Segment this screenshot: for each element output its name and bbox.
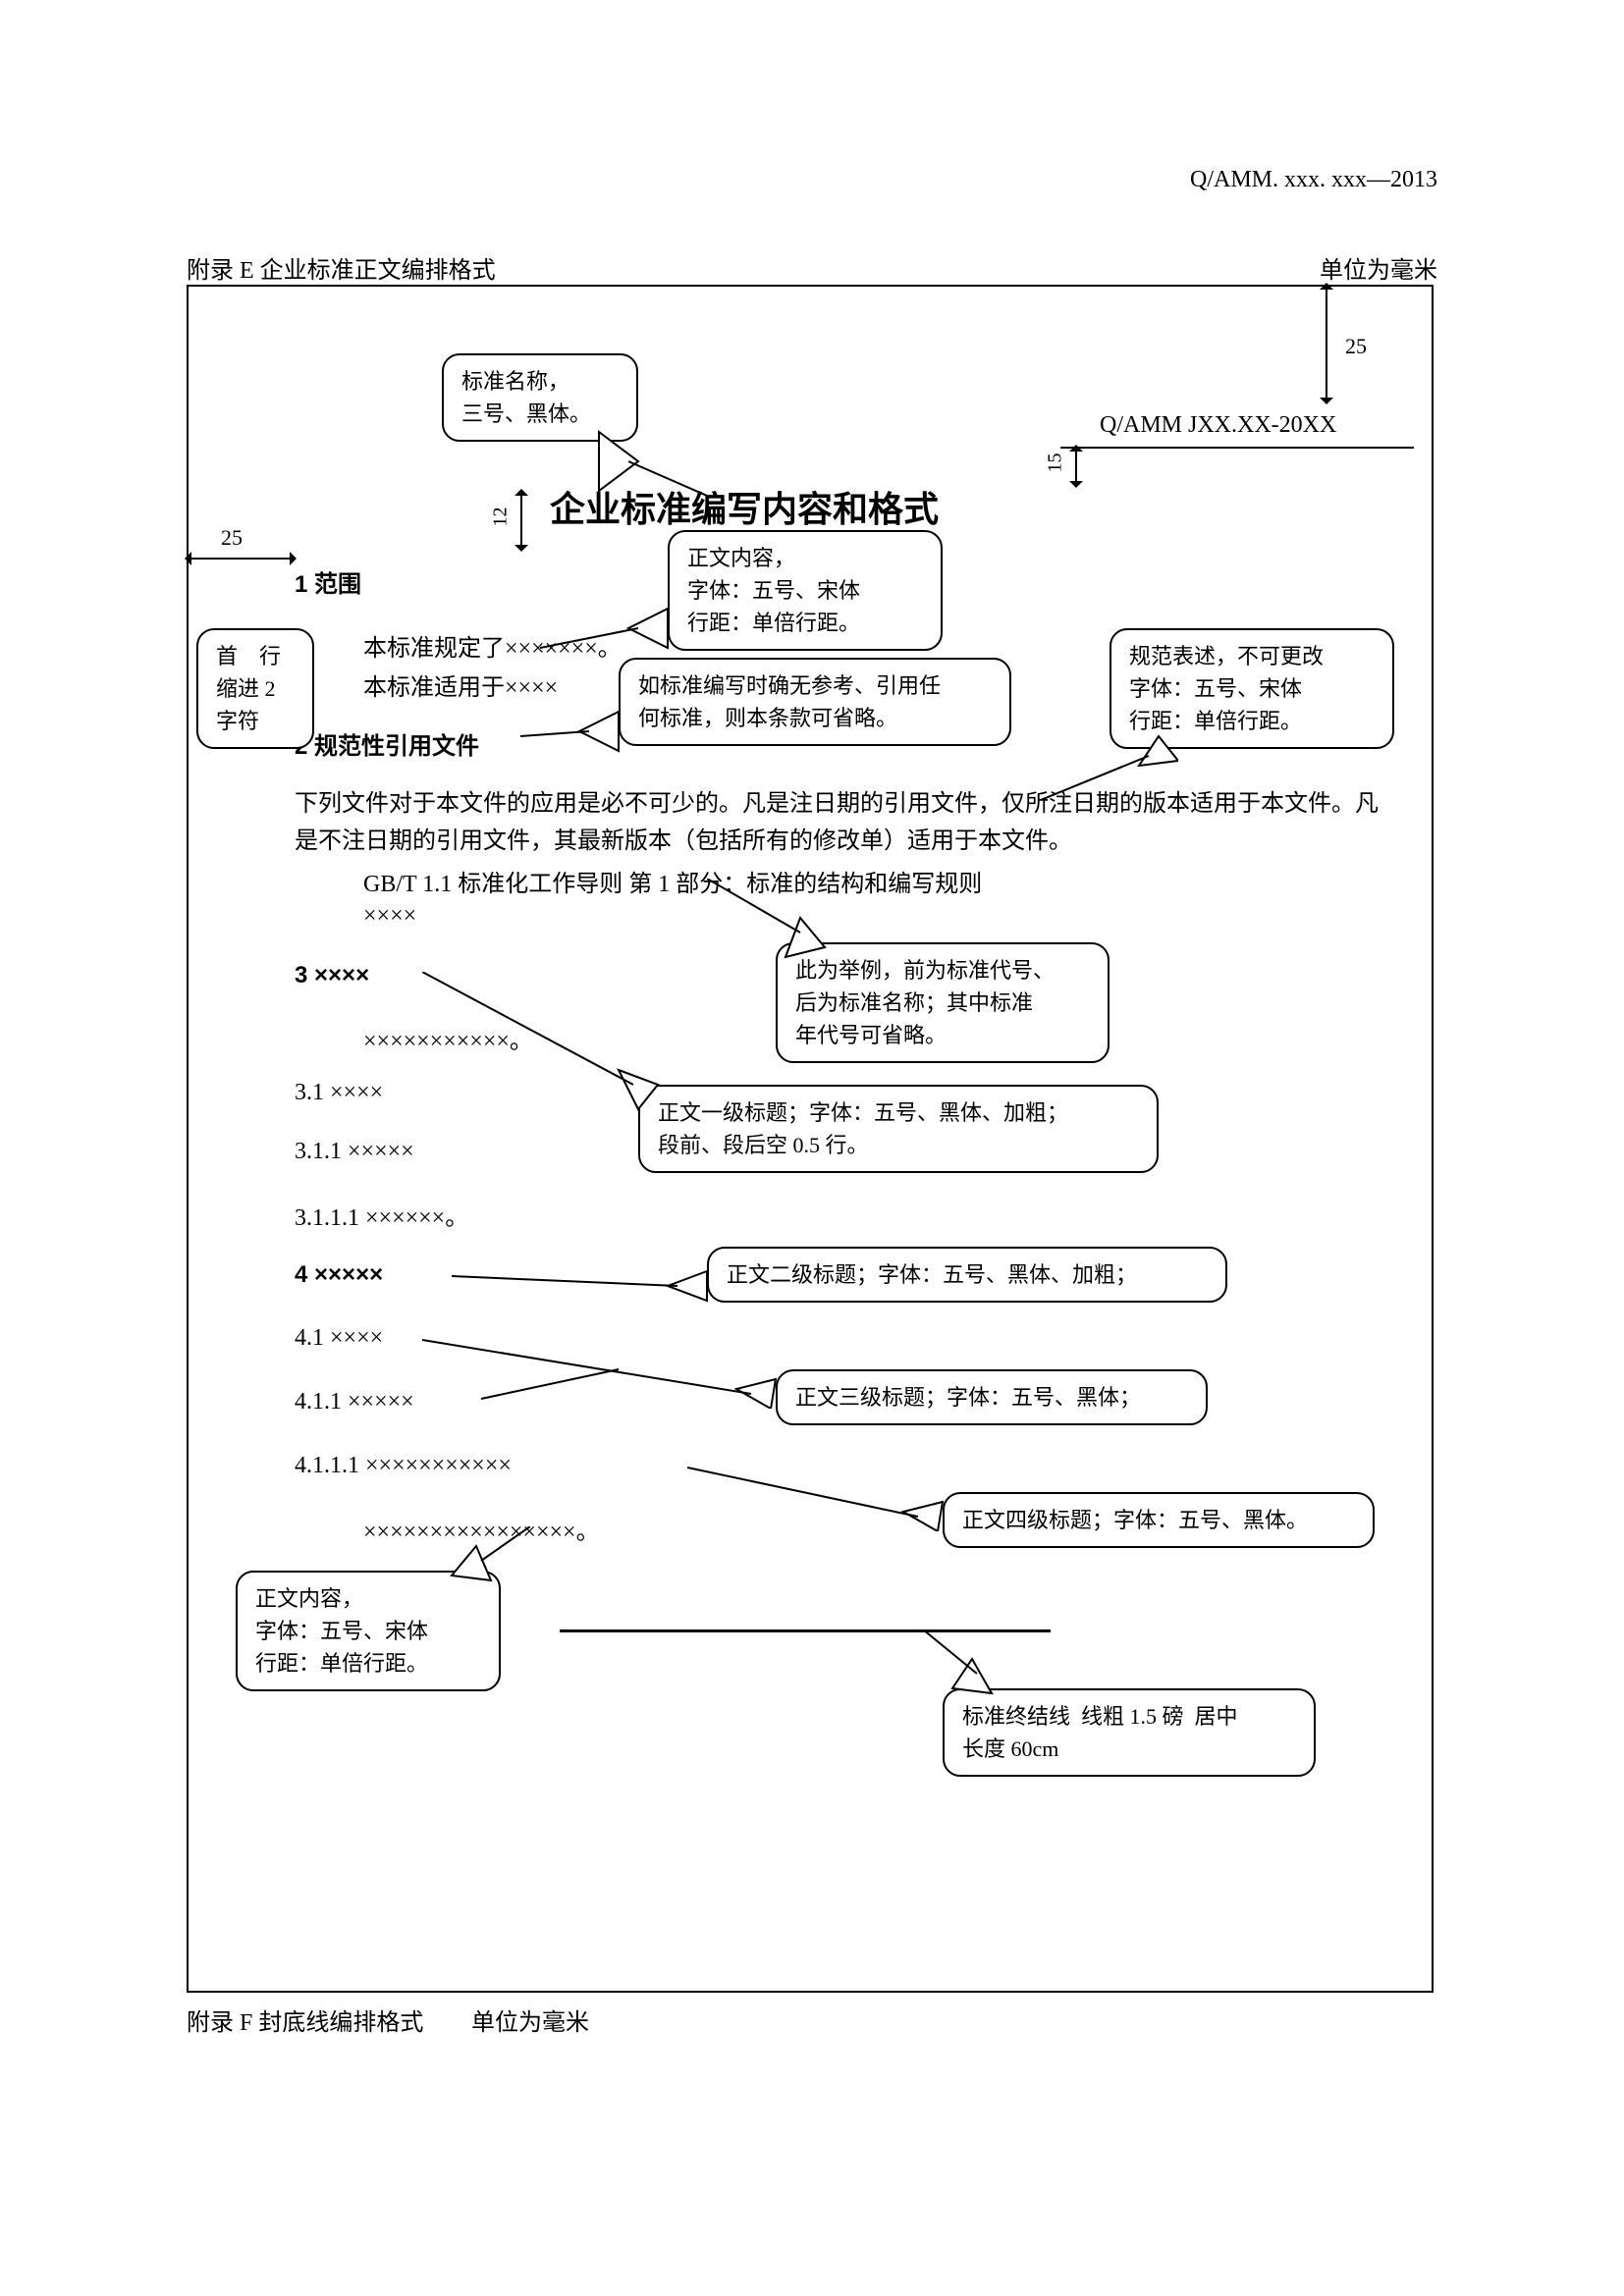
unit-label-top: 单位为毫米: [1320, 250, 1437, 285]
section-3-1-1: 3.1.1 ×××××: [295, 1139, 414, 1165]
callout-body: 正文内容，字体：五号、宋体行距：单倍行距。: [668, 530, 943, 651]
section-4-1: 4.1 ××××: [295, 1325, 383, 1352]
dim-25-left-label: 25: [221, 525, 243, 551]
leader-endline: [903, 1629, 1001, 1708]
dim-12-arrow: [520, 491, 522, 550]
section-1: 1 范围: [295, 564, 361, 599]
callout-h4: 正文四级标题；字体：五号、黑体。: [943, 1492, 1375, 1548]
section-3: 3 ××××: [295, 962, 369, 989]
unit-label-bot: 单位为毫米: [471, 2002, 589, 2037]
section-4: 4 ×××××: [295, 1261, 383, 1289]
doc-code-underline: [1060, 447, 1414, 449]
leader-body: [540, 604, 677, 663]
leader-example: [707, 879, 835, 967]
body-line-2: 本标准适用于××××: [363, 667, 558, 702]
leader-normative: [1041, 731, 1178, 810]
dim-12-label: 12: [490, 507, 513, 527]
leader-h4: [687, 1463, 952, 1531]
section-4-1-1: 4.1.1 ×××××: [295, 1389, 414, 1415]
gbt-line: GB/T 1.1 标准化工作导则 第 1 部分：标准的结构和编写规则: [363, 864, 982, 898]
xxxx-line: ××××: [363, 903, 416, 930]
callout-body2: 正文内容，字体：五号、宋体行距：单倍行距。: [236, 1571, 501, 1691]
callout-omit: 如标准编写时确无参考、引用任何标准，则本条款可省略。: [619, 658, 1011, 746]
callout-h2: 正文二级标题；字体：五号、黑体、加粗；: [707, 1247, 1227, 1303]
appendix-e-title: 附录 E 企业标准正文编排格式: [187, 250, 496, 285]
leader-h3: [422, 1330, 785, 1409]
callout-h3: 正文三级标题；字体：五号、黑体；: [776, 1369, 1208, 1425]
dim-top-arrow: [1326, 285, 1327, 402]
page-header-ref: Q/AMM. xxx. xxx—2013: [1190, 167, 1437, 193]
section-2-para: 下列文件对于本文件的应用是必不可少的。凡是注日期的引用文件，仅所注日期的版本适用…: [295, 785, 1394, 861]
leader-h1: [422, 972, 668, 1139]
callout-indent: 首 行缩进 2字符: [196, 628, 314, 749]
section-4-1-1-1: 4.1.1.1 ×××××××××××: [295, 1453, 512, 1479]
leader-body2: [432, 1526, 530, 1585]
dim-15-label: 15: [1045, 454, 1067, 473]
leader-h2: [452, 1266, 717, 1306]
callout-h1: 正文一级标题；字体：五号、黑体、加粗；段前、段后空 0.5 行。: [638, 1085, 1159, 1173]
leader-title: [589, 422, 707, 510]
leader-omit: [520, 707, 628, 766]
appendix-f-title: 附录 F 封底线编排格式: [187, 2002, 423, 2037]
doc-code: Q/AMM JXX.XX-20XX: [1100, 412, 1336, 439]
dim-top-label: 25: [1345, 334, 1367, 359]
section-3-1: 3.1 ××××: [295, 1080, 383, 1106]
dim-15-arrow: [1075, 447, 1077, 486]
section-3-1-1-1: 3.1.1.1 ××××××。: [295, 1198, 468, 1232]
dim-25-left-arrow: [187, 558, 295, 560]
section-2: 2 规范性引用文件: [295, 726, 479, 761]
